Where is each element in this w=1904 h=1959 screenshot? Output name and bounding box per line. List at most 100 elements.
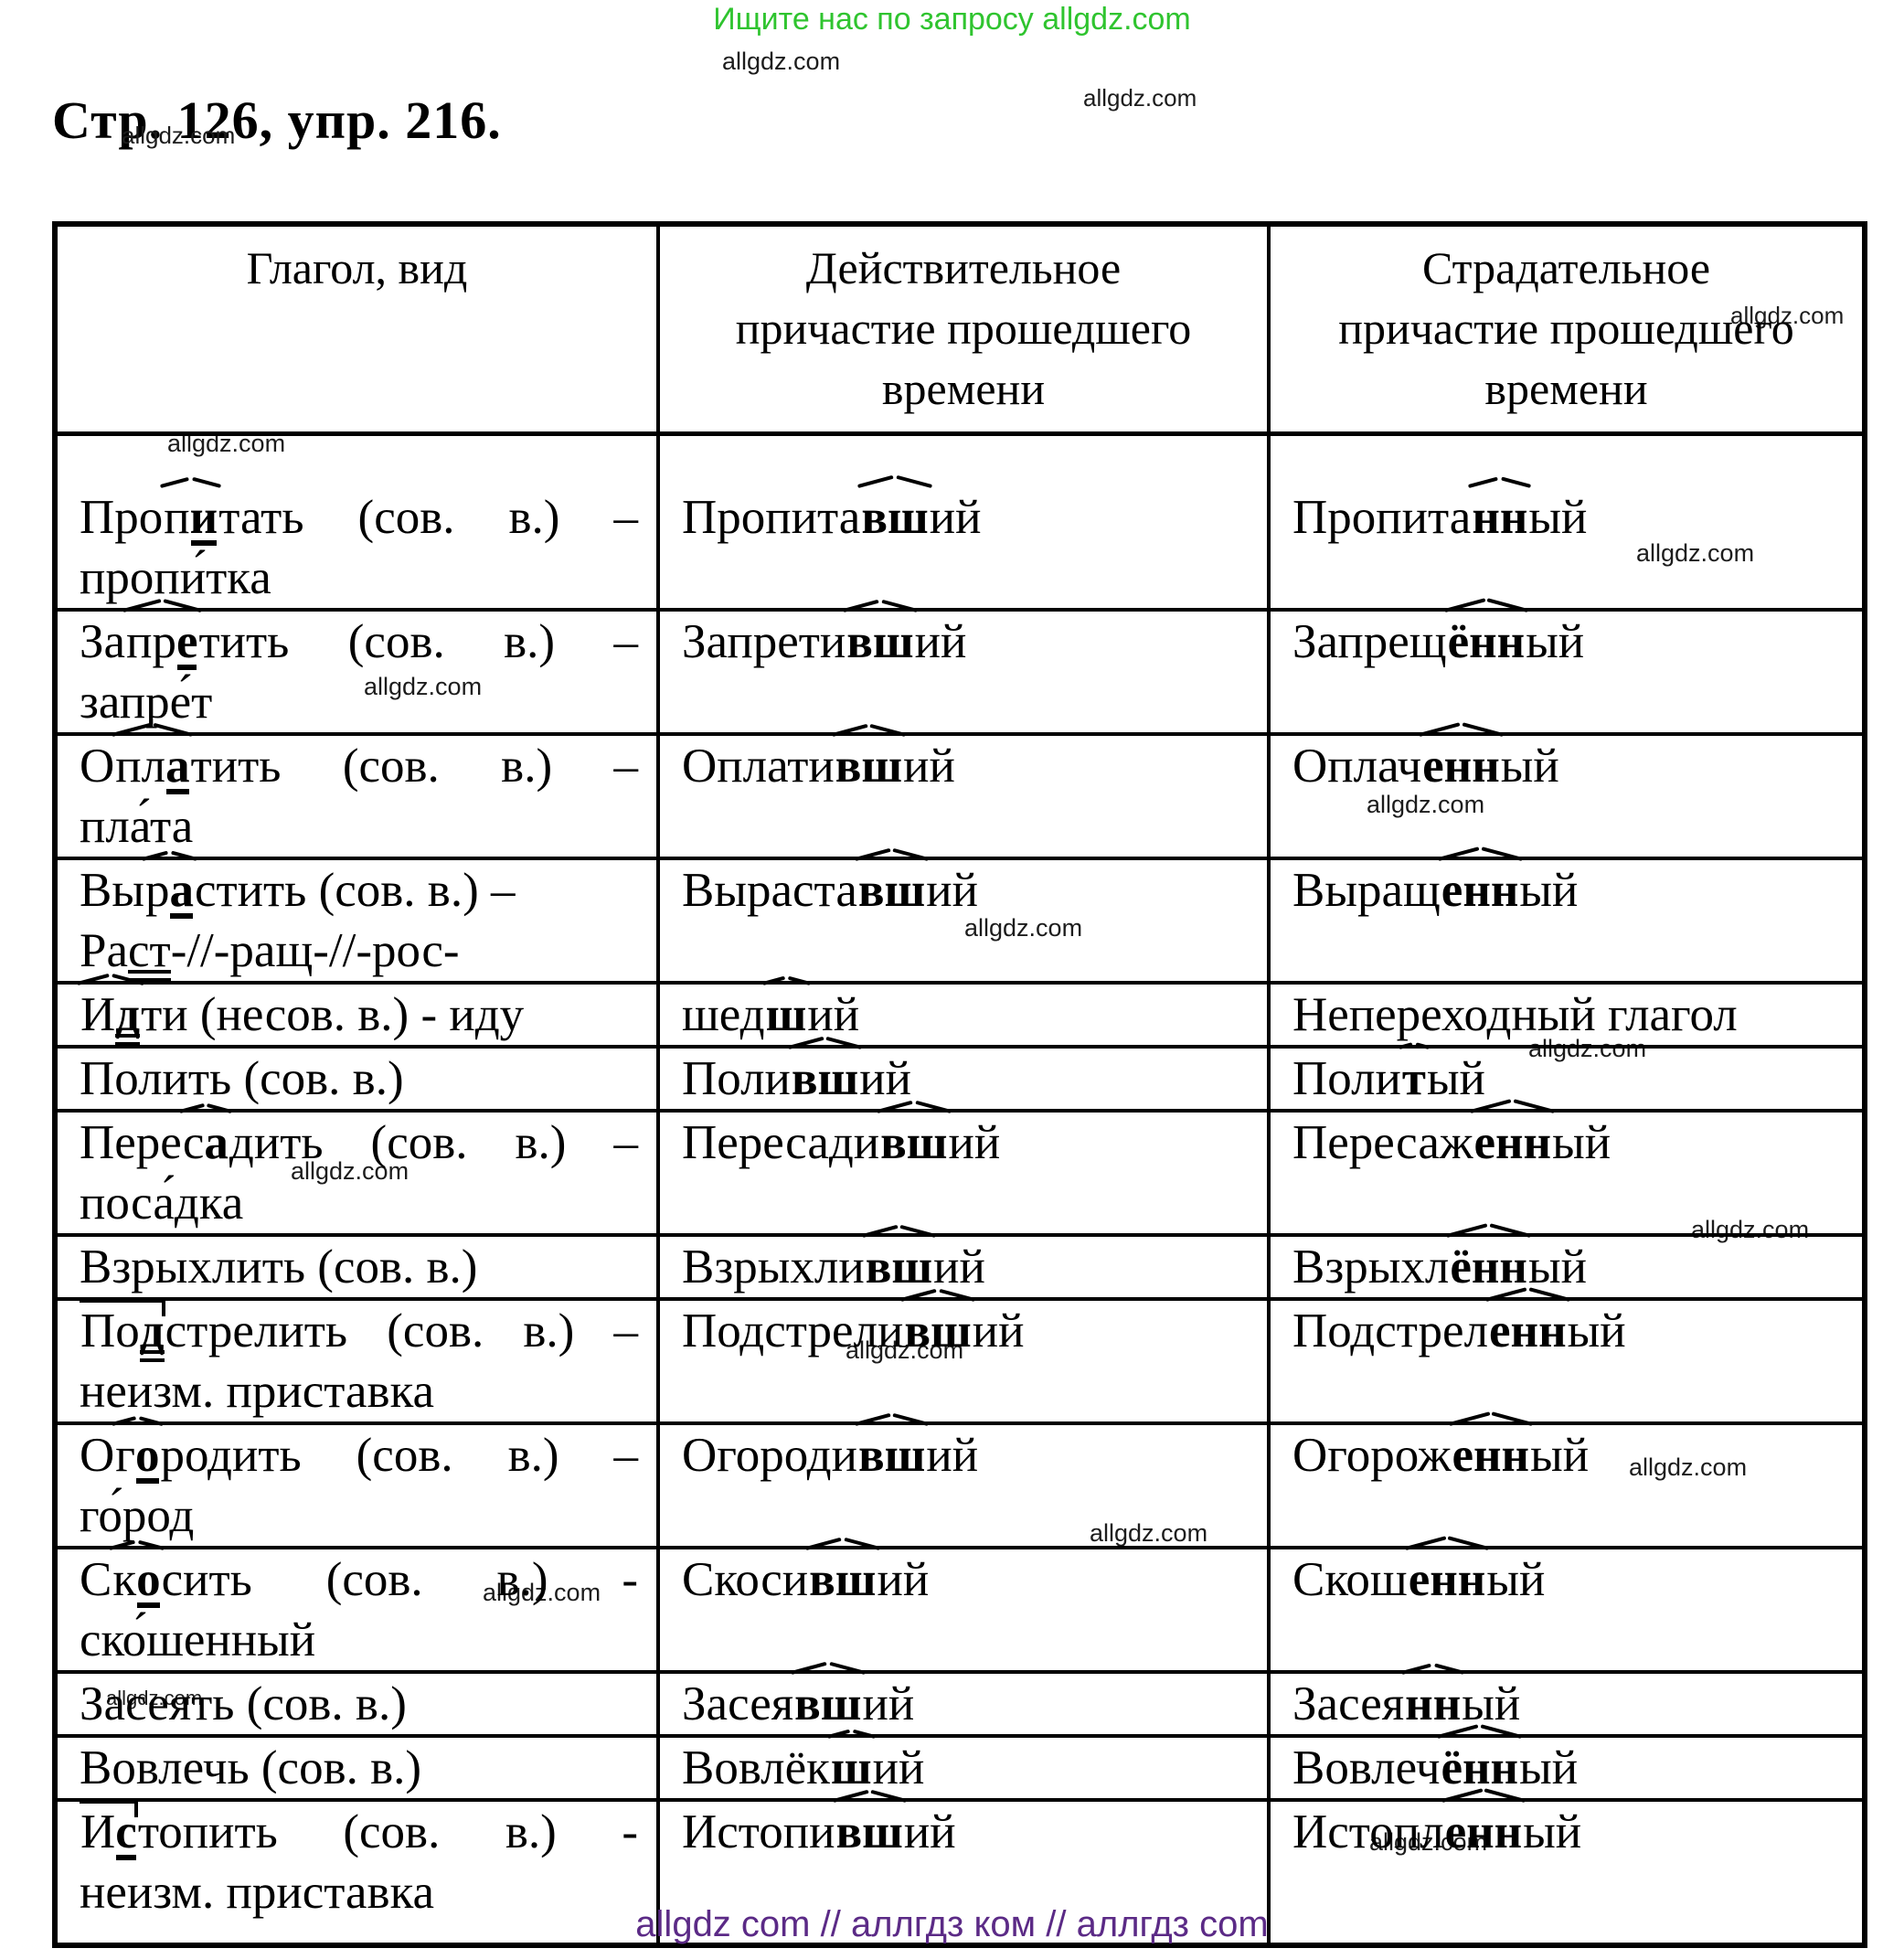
passive-participle-cell: Подстреленный [1267, 1297, 1867, 1425]
text-segment: а [169, 860, 194, 921]
text-segment: Подстрели [682, 1304, 904, 1357]
text-segment: Скош [1292, 1553, 1408, 1606]
text-segment: нн [1469, 615, 1526, 668]
col-header-active-past-participle: Действительное причастие прошедшего времен… [656, 222, 1271, 436]
text-line: Пересадить (сов. в.) – [80, 1113, 638, 1173]
text-segment: топить (сов. в.) - [137, 1805, 638, 1858]
suffix-arc-mark: вш [791, 1049, 859, 1109]
text-segment: Взрыхл [1292, 1240, 1450, 1294]
text-segment: ый [1527, 1240, 1587, 1294]
text-line: неизм. приставка [80, 1862, 638, 1922]
table-row: Подстрелить (сов. в.) – неизм. приставка П… [53, 1297, 1867, 1425]
suffix-arc-mark: са [182, 1113, 229, 1173]
text-line: Огородивший [682, 1425, 1249, 1485]
text-segment: ый [1519, 864, 1579, 917]
text-segment: енн [1422, 740, 1500, 793]
verb-cell: Засеять (сов. в.) [53, 1670, 660, 1738]
suffix-arc-mark: ш [765, 985, 808, 1045]
verb-cell: Полить (сов. в.) [53, 1045, 660, 1113]
text-segment: ий [903, 740, 955, 793]
suffix-arc-mark: нн [1404, 1674, 1462, 1734]
text-segment: пр [126, 615, 176, 668]
text-segment: с [115, 1802, 137, 1862]
text-line: Выращенный [1292, 860, 1844, 921]
text-segment: ст [128, 921, 171, 982]
text-segment: Огорож [1292, 1429, 1452, 1482]
text-line: Запретить (сов. в.) – [80, 612, 638, 672]
verb-cell: Идти (несов. в.) - иду [53, 981, 660, 1049]
text-segment: ый [1462, 1677, 1521, 1730]
table-row: Истопить (сов. в.) - неизм. приставка Исто… [53, 1798, 1867, 1947]
text-segment: Пере [80, 1116, 182, 1169]
prefix-mark: Под [80, 1299, 165, 1362]
active-participle-cell: Подстреливший [656, 1297, 1271, 1425]
text-line: Пересаженный [1292, 1113, 1844, 1173]
table-row: Огородить (сов. в.) – го́род Огородивший Ог… [53, 1421, 1867, 1549]
suffix-arc-mark: вш [857, 860, 926, 921]
text-segment: тить (сов. в.) – [190, 740, 638, 793]
text-segment: вш [791, 1052, 859, 1105]
text-line: Вовлёкший [682, 1738, 1249, 1798]
text-segment: пл [115, 740, 166, 793]
text-segment: Поли [682, 1052, 791, 1105]
table-row: Вовлечь (сов. в.) Вовлёкший Вовлечённый [53, 1734, 1867, 1802]
text-segment: Выраста [682, 864, 857, 917]
text-segment: т [1401, 1052, 1426, 1105]
text-line: Вырастить (сов. в.) – [80, 860, 638, 921]
text-segment: Пропита [1292, 491, 1472, 544]
text-line: Непереходный глагол [1292, 985, 1844, 1045]
suffix-arc-mark: вш [865, 1237, 933, 1297]
text-segment: го́род [80, 1489, 195, 1542]
suffix-arc-mark: ш [830, 1738, 873, 1798]
text-line: Вовлечённый [1292, 1738, 1844, 1798]
verb-cell: Скосить (сов. в.) - ско́шенный [53, 1546, 660, 1674]
text-segment: Про [80, 491, 164, 544]
text-segment: Засея [682, 1677, 794, 1730]
text-line: пропи́тка [80, 548, 638, 608]
active-participle-cell: Скосивший [656, 1546, 1271, 1674]
text-segment: вш [794, 1677, 862, 1730]
text-segment: Истопл [1292, 1805, 1444, 1858]
text-segment: ий [972, 1304, 1025, 1357]
table-row: Пропитать (сов. в.) – пропи́тка Пропитавши… [53, 431, 1867, 612]
text-segment: ый [1526, 615, 1585, 668]
text-segment: ий [926, 864, 978, 917]
text-segment: ий [914, 615, 967, 668]
table-row: Вырастить (сов. в.) – Раст-//-ращ-//-рос-… [53, 857, 1867, 985]
text-segment: ий [872, 1741, 925, 1794]
text-segment: ий [933, 1240, 985, 1294]
text-line: пла́та [80, 796, 638, 857]
text-segment: Пропита [682, 491, 861, 544]
text-line: Пропитавший [682, 487, 1249, 548]
participles-table: Глагол, вид Действительное причастие прош… [52, 221, 1867, 1948]
column-header-line: Действительное [805, 242, 1122, 293]
table-row: Оплатить (сов. в.) – пла́та Оплативший Опла… [53, 732, 1867, 860]
text-line: Оплатить (сов. в.) – [80, 736, 638, 796]
text-line: Раст-//-ращ-//-рос- [80, 921, 638, 982]
text-segment: ый [1500, 740, 1559, 793]
active-participle-cell: Пропитавший [656, 431, 1271, 612]
table-row: Идти (несов. в.) - иду шедший Непереходный… [53, 981, 1867, 1049]
text-segment: и [190, 487, 218, 548]
text-segment: ый [1552, 1116, 1611, 1169]
suffix-arc-mark: вш [846, 612, 914, 672]
text-segment: Засея [1292, 1677, 1405, 1730]
text-segment: енн [1441, 864, 1519, 917]
text-segment: О [80, 1429, 115, 1482]
text-segment: нн [1471, 1240, 1527, 1294]
text-segment: ий [862, 1677, 915, 1730]
text-segment: а [204, 1116, 229, 1169]
text-segment: Взрыхли [682, 1240, 865, 1294]
active-participle-cell: Оплативший [656, 732, 1271, 860]
header-row: Глагол, вид Действительное причастие прош… [53, 222, 1867, 436]
text-segment: вш [861, 491, 929, 544]
active-participle-cell: Поливший [656, 1045, 1271, 1113]
text-line: Полить (сов. в.) [80, 1049, 638, 1109]
verb-cell: Подстрелить (сов. в.) – неизм. приставка [53, 1297, 660, 1425]
text-segment: Ра [80, 924, 128, 977]
column-header-line: Страдательное [1421, 242, 1711, 293]
suffix-arc-mark: енн [1444, 1802, 1524, 1862]
text-segment: И [80, 988, 116, 1041]
active-participle-cell: Истопивший [656, 1798, 1271, 1947]
text-segment: д [115, 985, 140, 1046]
